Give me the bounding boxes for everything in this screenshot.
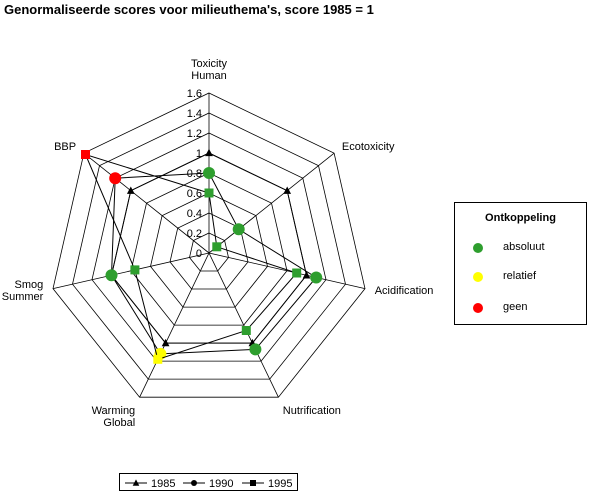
data-point-1985: [161, 338, 170, 347]
data-point-1990: [203, 167, 215, 179]
absoluut-dot-icon: [473, 243, 483, 253]
legend-marker-1990: [191, 480, 197, 486]
data-point-1995: [81, 150, 90, 159]
ontkoppeling-label-absoluut: absoluut: [503, 241, 545, 253]
ontkoppeling-label-relatief: relatief: [503, 270, 537, 282]
axis-spoke: [83, 152, 210, 254]
grid-ring: [91, 132, 327, 362]
geen-dot-icon: [473, 303, 483, 313]
axis-spoke: [208, 152, 335, 254]
data-point-1995: [212, 242, 222, 252]
tick-label: 1: [196, 148, 202, 160]
axis-label: Acidification: [375, 285, 434, 297]
axis-label: Ecotoxicity: [342, 141, 395, 153]
data-point-1990: [310, 271, 323, 284]
legend-label-1990: 1990: [209, 478, 233, 490]
legend-marker-1985: [132, 479, 140, 486]
chart-title: Genormaliseerde scores voor milieuthema'…: [4, 2, 374, 17]
legend-marker-1995: [250, 480, 256, 486]
data-point-1990: [109, 172, 122, 185]
data-point-1990: [249, 343, 262, 356]
grid-ring: [189, 232, 229, 272]
data-point-1995: [130, 265, 140, 275]
tick-label: 1.2: [187, 128, 202, 140]
series-line-1995: [84, 153, 298, 360]
axis-label: Warming Global: [92, 405, 136, 429]
ontkoppeling-legend-title: Ontkoppeling: [485, 212, 556, 224]
ontkoppeling-legend: Ontkoppeling absoluut relatief geen: [454, 202, 587, 325]
data-point-1985: [126, 186, 135, 194]
tick-label: 0.2: [187, 228, 202, 240]
axis-label: Nutrification: [283, 405, 341, 417]
data-point-1985: [205, 148, 213, 157]
legend-label-1985: 1985: [151, 478, 175, 490]
data-point-1995: [292, 268, 302, 278]
axis-label: BBP: [54, 141, 76, 153]
grid-ring: [130, 172, 288, 326]
data-point-1995: [153, 354, 163, 364]
relatief-dot-icon: [473, 272, 483, 282]
axis-spoke: [208, 252, 366, 289]
data-point-1995: [241, 326, 251, 335]
axis-label: Smog Summer: [2, 279, 44, 303]
grid-ring: [72, 112, 346, 380]
axis-label: Toxicity Human: [191, 58, 228, 82]
data-point-1995: [204, 188, 214, 198]
tick-label: 0.4: [187, 208, 202, 220]
tick-label: 1.4: [187, 108, 202, 120]
tick-label: 0: [196, 248, 202, 260]
series-legend: 1985 1990 1995: [119, 473, 298, 491]
data-point-1990: [105, 269, 118, 282]
grid-ring: [150, 192, 268, 308]
data-point-1990: [232, 223, 245, 236]
tick-label: 1.6: [187, 88, 202, 100]
data-point-1985: [302, 271, 311, 279]
data-point-1985: [283, 186, 292, 194]
series-line-1990: [110, 172, 317, 355]
legend-label-1995: 1995: [268, 478, 292, 490]
tick-label: 0.6: [187, 188, 202, 200]
ontkoppeling-label-geen: geen: [503, 301, 528, 313]
axis-spoke: [208, 252, 279, 398]
grid-ring: [52, 92, 366, 398]
axis-spoke: [139, 252, 210, 398]
